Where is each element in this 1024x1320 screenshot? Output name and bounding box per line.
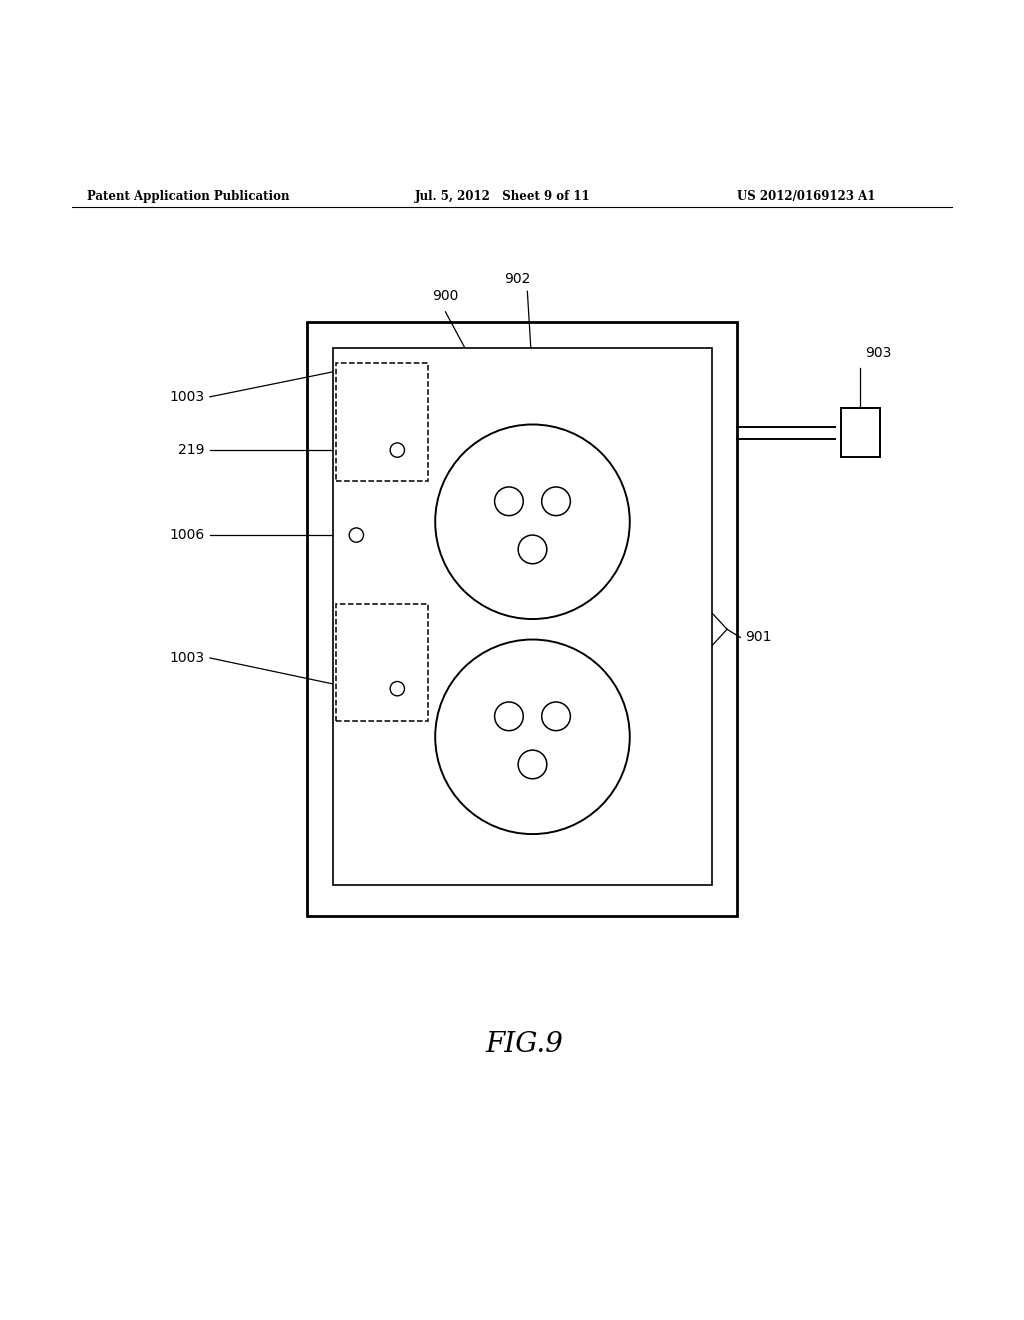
Text: 1003: 1003 — [170, 389, 205, 404]
Bar — [336, 603, 428, 722]
Text: Jul. 5, 2012   Sheet 9 of 11: Jul. 5, 2012 Sheet 9 of 11 — [415, 190, 591, 203]
Text: 1003: 1003 — [170, 651, 205, 665]
Bar — [841, 408, 880, 457]
Text: 219: 219 — [178, 444, 205, 457]
Text: 1006: 1006 — [170, 528, 205, 543]
Text: 903: 903 — [865, 346, 892, 360]
Text: FIG.9: FIG.9 — [485, 1031, 563, 1057]
Bar — [336, 363, 428, 480]
Bar — [333, 347, 712, 886]
Text: 902: 902 — [504, 272, 530, 286]
Bar — [307, 322, 737, 916]
Text: 901: 901 — [745, 631, 772, 644]
Text: Patent Application Publication: Patent Application Publication — [87, 190, 290, 203]
Text: 900: 900 — [432, 289, 459, 304]
Text: US 2012/0169123 A1: US 2012/0169123 A1 — [737, 190, 876, 203]
